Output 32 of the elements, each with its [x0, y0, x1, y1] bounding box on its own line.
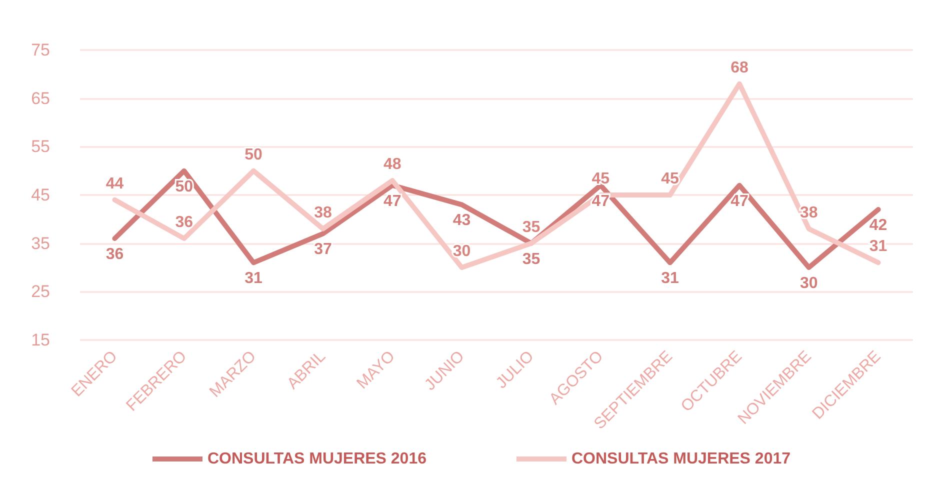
- y-tick-label: 75: [31, 40, 50, 60]
- data-label: 42: [869, 217, 888, 234]
- data-label: 31: [244, 270, 263, 288]
- data-label: 47: [592, 192, 610, 210]
- data-label: 47: [383, 192, 402, 210]
- data-label: 44: [106, 175, 124, 192]
- legend-label: CONSULTAS MUJERES 2016: [207, 450, 427, 468]
- data-label: 43: [452, 212, 471, 230]
- data-label: 38: [800, 204, 818, 222]
- y-tick-label: 15: [31, 330, 50, 350]
- data-label: 48: [383, 156, 402, 173]
- y-tick-label: 25: [31, 282, 50, 302]
- y-tick-label: 65: [31, 88, 50, 108]
- data-label: 45: [661, 170, 680, 188]
- data-label: 37: [314, 241, 332, 258]
- data-label: 45: [592, 170, 610, 188]
- data-label: 31: [661, 270, 680, 288]
- data-label: 50: [244, 146, 263, 164]
- data-label: 68: [730, 59, 748, 76]
- data-label: 31: [869, 238, 888, 256]
- data-label: 30: [452, 243, 471, 260]
- data-label: 50: [175, 178, 194, 196]
- data-label: 35: [522, 250, 540, 268]
- y-tick-label: 35: [31, 234, 50, 253]
- y-tick-label: 55: [31, 137, 50, 156]
- data-label: 35: [522, 218, 540, 236]
- legend-label: CONSULTAS MUJERES 2017: [572, 450, 791, 468]
- data-label: 38: [314, 204, 332, 222]
- data-label: 36: [106, 246, 124, 263]
- data-label: 30: [800, 275, 818, 292]
- data-label: 36: [175, 214, 194, 231]
- y-tick-label: 45: [31, 186, 50, 204]
